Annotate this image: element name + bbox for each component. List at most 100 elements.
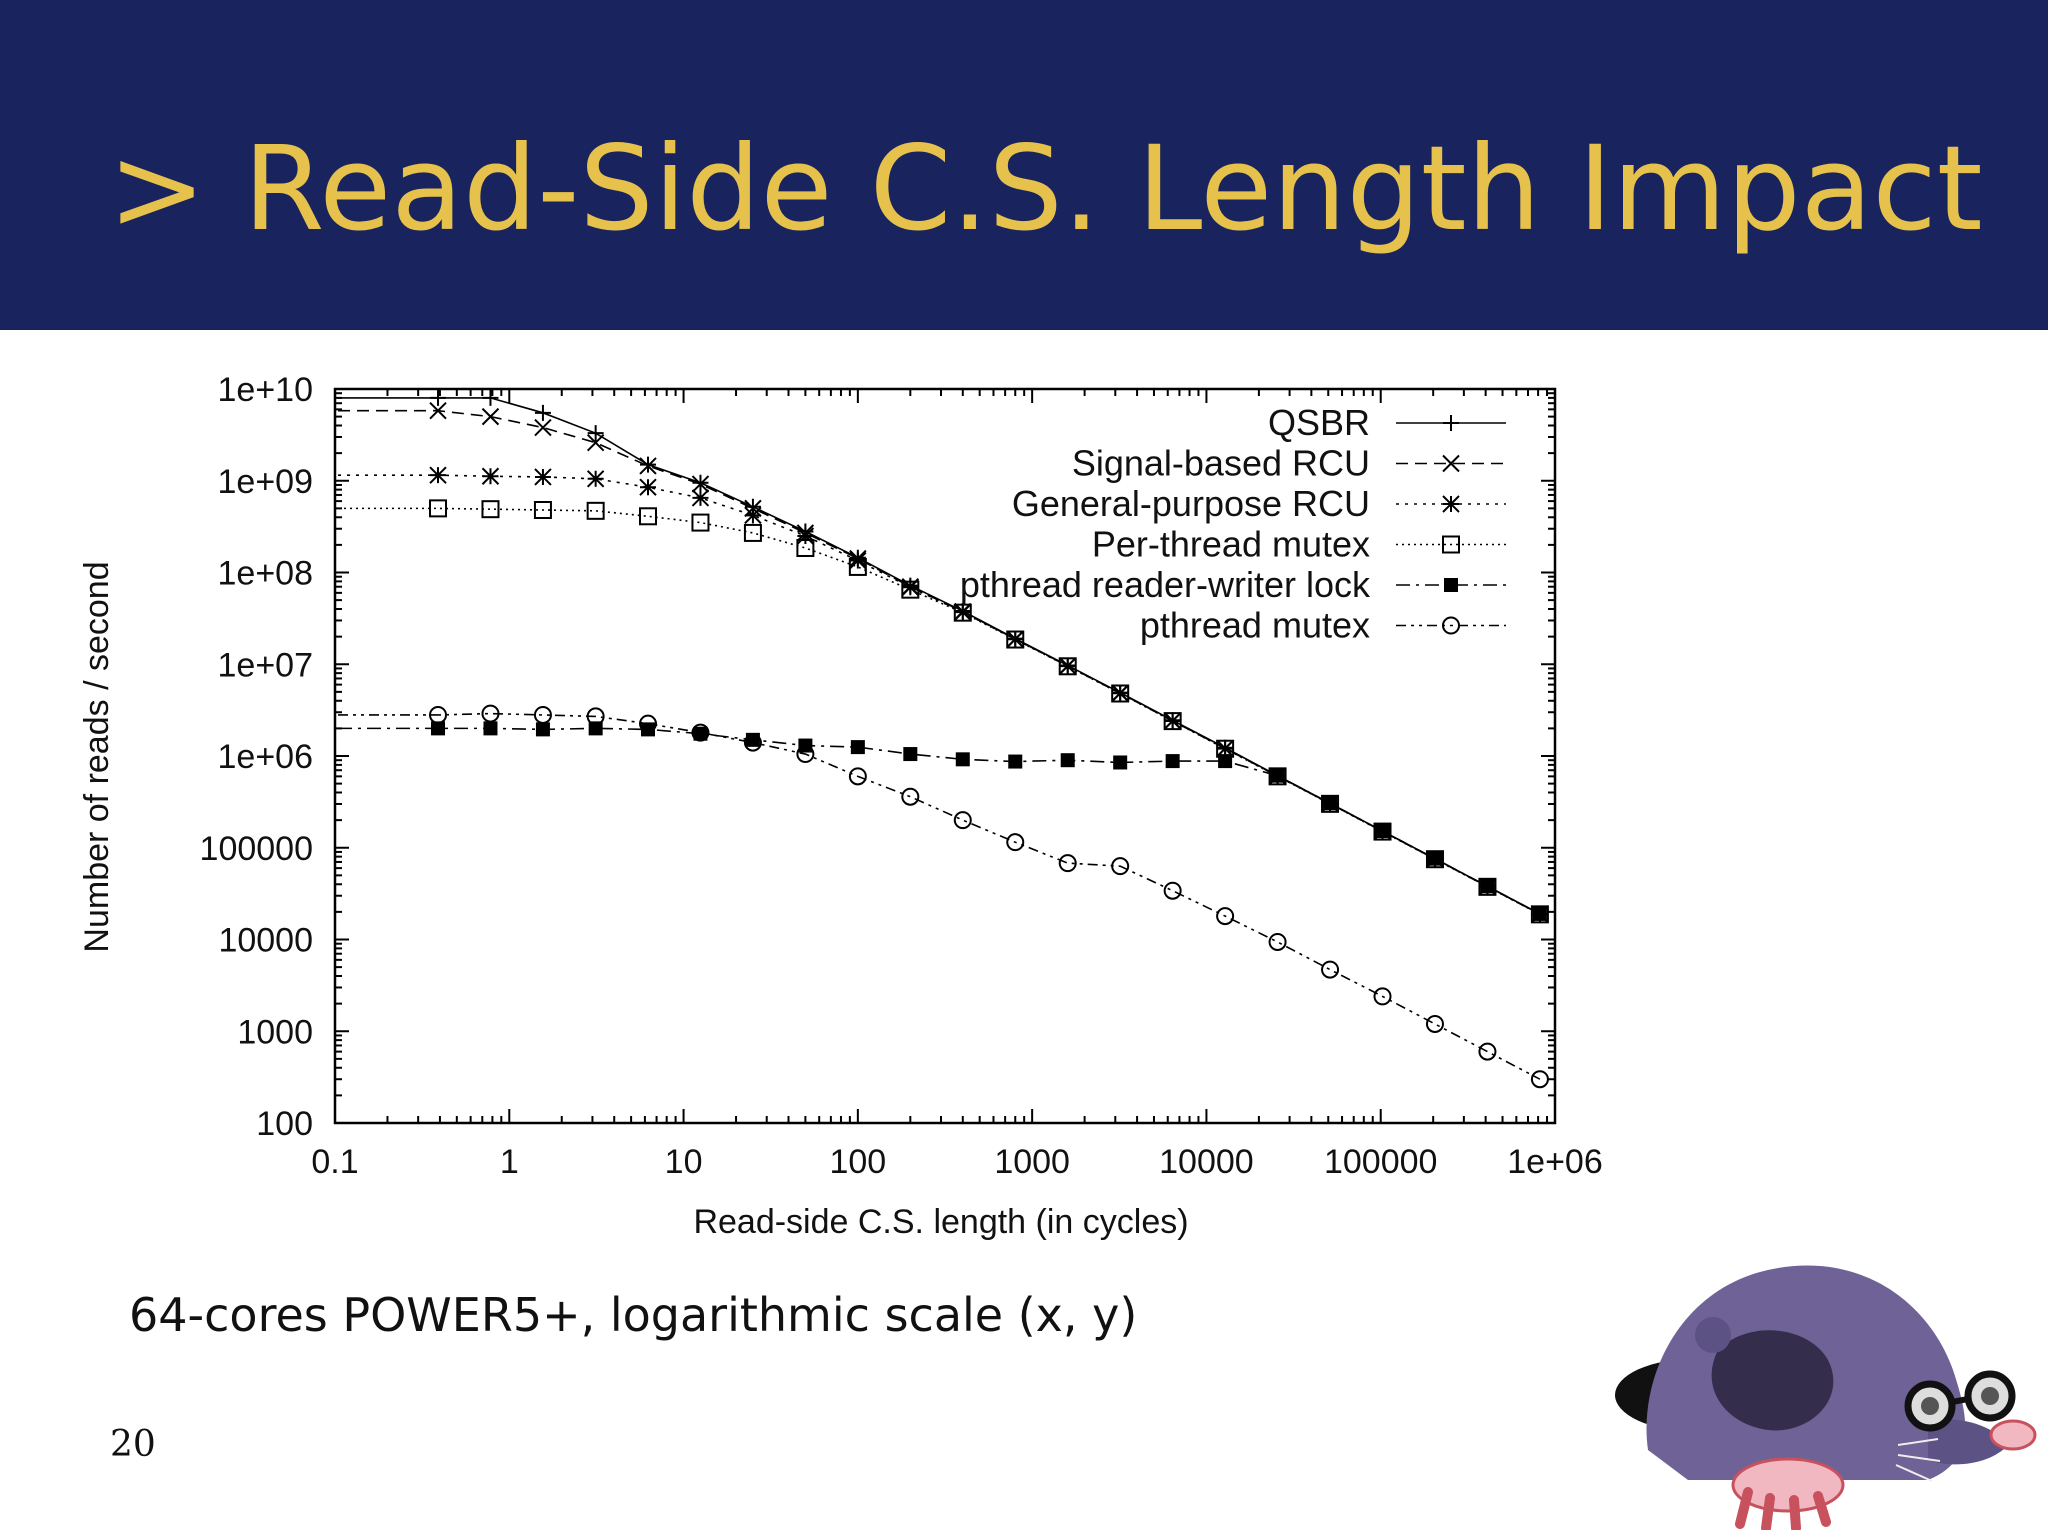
data-point-marker (1323, 796, 1338, 811)
data-point-marker (691, 723, 710, 742)
data-point-marker (796, 538, 815, 557)
page-number: 20 (110, 1424, 156, 1465)
data-point-marker (481, 704, 500, 723)
x-tick-label: 1000 (994, 1143, 1070, 1181)
y-axis-label: Number of reads / second (78, 561, 116, 952)
data-point-marker (1425, 850, 1444, 869)
data-point-marker (955, 752, 970, 767)
data-point-marker (1006, 630, 1024, 649)
data-point-marker (586, 433, 605, 452)
data-point-marker (481, 467, 500, 485)
series-pthread-mutex (338, 704, 1549, 1089)
data-point-marker (1373, 987, 1392, 1006)
data-point-marker (429, 499, 448, 518)
y-tick-label: 1e+07 (218, 646, 314, 684)
data-point-marker (953, 603, 972, 622)
data-point-marker (586, 470, 605, 488)
data-point-marker (1321, 960, 1340, 979)
x-tick-label: 100000 (1324, 1143, 1437, 1181)
data-point-marker (1059, 657, 1077, 675)
data-point-marker (533, 705, 552, 724)
data-point-marker (431, 721, 446, 736)
data-point-marker (429, 401, 447, 420)
data-point-marker (640, 722, 655, 737)
data-point-marker (586, 707, 605, 726)
data-point-marker (1058, 854, 1077, 873)
data-point-marker (1427, 851, 1442, 866)
x-tick-label: 100 (829, 1143, 886, 1181)
data-point-marker (1478, 877, 1497, 896)
data-point-marker (1006, 833, 1025, 852)
data-point-marker (638, 714, 657, 733)
data-point-marker (744, 506, 762, 525)
legend-label: pthread mutex (1140, 605, 1370, 646)
line-chart: 0.1 1 10 100 1000 10000 100000 1e+06 1001000100… (78, 371, 1603, 1241)
data-point-marker (1425, 1014, 1444, 1033)
data-point-marker (1478, 1042, 1497, 1061)
data-point-marker (533, 500, 552, 519)
data-point-marker (1480, 879, 1495, 894)
data-point-marker (481, 407, 500, 426)
series-pthread-reader-writer-lock (338, 721, 1547, 921)
title-bar: > Read-Side C.S. Length Impact (0, 0, 2048, 330)
slide-title: > Read-Side C.S. Length Impact (108, 120, 1983, 257)
data-point-marker (1218, 754, 1233, 769)
data-point-marker (1532, 906, 1547, 921)
data-point-marker (534, 418, 552, 437)
data-point-marker (483, 721, 498, 736)
data-point-marker (534, 404, 551, 421)
mole-mascot-icon (1615, 1265, 2037, 1530)
data-point-marker (796, 527, 815, 545)
data-point-marker (639, 478, 657, 496)
data-point-marker (1058, 657, 1077, 676)
series-layer (338, 389, 1549, 1089)
data-point-marker (1216, 907, 1235, 926)
data-point-marker (1006, 630, 1025, 649)
data-point-marker (743, 733, 762, 752)
data-point-marker (1375, 824, 1390, 839)
legend-label: QSBR (1268, 402, 1370, 443)
data-point-marker (1111, 857, 1130, 876)
data-point-marker (1321, 794, 1340, 813)
data-point-marker (481, 500, 500, 519)
data-point-marker (901, 578, 920, 596)
data-point-marker (1442, 454, 1460, 473)
y-tick-label: 100000 (200, 830, 313, 868)
legend-label: Signal-based RCU (1072, 443, 1370, 484)
data-point-marker (1530, 1070, 1549, 1089)
data-point-marker (482, 389, 499, 406)
legend-label: General-purpose RCU (1012, 483, 1370, 524)
data-point-marker (903, 747, 918, 762)
data-point-marker (953, 811, 972, 830)
data-point-marker (901, 580, 920, 599)
legend-label: Per-thread mutex (1092, 524, 1370, 565)
data-point-marker (1530, 905, 1549, 924)
series-line (338, 712, 1541, 1080)
data-point-marker (693, 726, 708, 741)
y-tick-label: 1e+10 (218, 371, 314, 409)
slide-caption: 64-cores POWER5+, logarithmic scale (x, … (129, 1288, 1138, 1342)
data-point-marker (1163, 712, 1182, 731)
y-tick-label: 1e+06 (218, 738, 314, 776)
series-line (338, 727, 1541, 915)
x-tick-label: 1e+06 (1507, 1143, 1603, 1181)
data-point-marker (1270, 768, 1285, 783)
x-tick-label: 0.1 (311, 1143, 358, 1181)
data-point-marker (1442, 495, 1460, 513)
data-point-marker (848, 767, 867, 786)
data-point-marker (587, 425, 604, 442)
data-point-marker (429, 466, 447, 484)
data-point-marker (1113, 755, 1128, 770)
legend-label: pthread reader-writer lock (960, 564, 1371, 605)
data-point-marker (1442, 535, 1460, 554)
y-tick-label: 1e+09 (218, 463, 314, 501)
data-point-marker (849, 551, 867, 570)
y-tick-label: 100 (256, 1105, 313, 1143)
data-point-marker (691, 475, 710, 493)
data-point-marker (429, 705, 448, 724)
data-point-marker (1268, 932, 1287, 951)
x-tick-label: 10 (665, 1143, 703, 1181)
data-point-marker (1008, 754, 1023, 769)
y-tick-labels: 100 1000 10000 100000 1e+06 1e+07 1e+08 1e+09 1e… (200, 371, 313, 1143)
